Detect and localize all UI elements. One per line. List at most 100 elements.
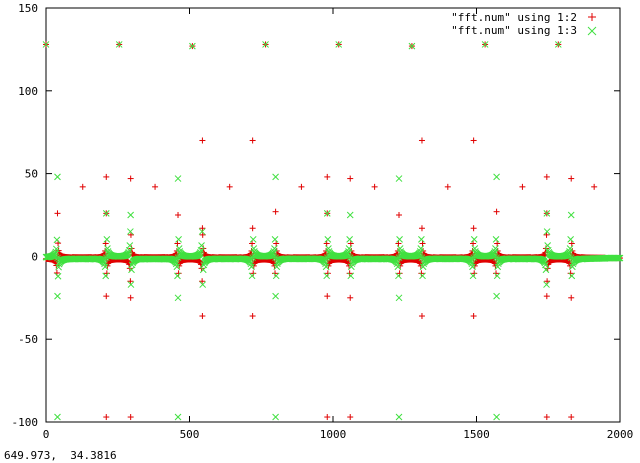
data-point [323, 209, 331, 217]
data-point [395, 272, 402, 280]
data-point [54, 292, 61, 300]
data-point [347, 175, 354, 182]
data-point [568, 414, 575, 421]
x-tick-label: 2000 [607, 428, 634, 441]
data-point [616, 254, 624, 262]
data-point [127, 294, 134, 301]
data-point [568, 272, 576, 280]
data-point [174, 294, 182, 302]
data-point [196, 258, 203, 265]
data-point [418, 137, 425, 144]
data-point [272, 208, 279, 215]
data-point [249, 137, 256, 144]
data-point [543, 209, 551, 217]
data-point [470, 137, 477, 144]
data-point [42, 41, 50, 48]
data-point [127, 228, 134, 235]
plot-frame [45, 7, 621, 423]
y-tick-label: -100 [12, 416, 39, 429]
data-point [102, 209, 110, 217]
data-point [347, 294, 354, 301]
data-point [543, 173, 550, 180]
data-point [199, 313, 206, 320]
data-point [103, 236, 111, 243]
data-point [115, 41, 123, 48]
data-point [298, 183, 305, 190]
data-point [395, 175, 403, 182]
data-point [493, 208, 500, 215]
data-point [493, 413, 500, 421]
x-tick-label: 1000 [320, 428, 347, 441]
data-point [125, 249, 133, 256]
data-point [346, 211, 354, 219]
data-point [566, 245, 574, 252]
data-point [543, 293, 550, 300]
data-point [54, 210, 61, 217]
data-point [347, 240, 354, 247]
data-point [492, 245, 499, 252]
legend: "fft.num" using 1:2 "fft.num" using 1:3 [451, 11, 597, 37]
data-point [345, 245, 353, 252]
data-point [127, 175, 134, 182]
data-point [52, 245, 60, 253]
y-tick-label: 0 [31, 250, 38, 263]
data-point [101, 263, 109, 271]
data-point [541, 259, 549, 267]
data-point [567, 211, 575, 219]
data-point [248, 263, 255, 271]
data-point [322, 263, 330, 271]
data-point [272, 173, 279, 181]
data-point [272, 413, 279, 421]
x-tick-label: 0 [43, 428, 50, 441]
data-point [396, 212, 403, 218]
data-point [543, 414, 550, 421]
data-point [271, 245, 278, 252]
data-point [199, 231, 206, 238]
data-point [347, 414, 354, 421]
data-point [226, 183, 233, 190]
data-point [198, 242, 205, 249]
x-tick-label: 1500 [463, 428, 490, 441]
data-point [324, 293, 331, 300]
data-point [102, 240, 109, 247]
legend-entry-1-label: "fft.num" using 1:2 [451, 11, 577, 24]
data-point [568, 240, 575, 247]
data-point [418, 225, 425, 232]
data-point [444, 183, 451, 190]
data-point [175, 212, 182, 218]
data-point [127, 211, 135, 219]
data-point [272, 272, 280, 280]
data-point [199, 137, 206, 144]
data-point [335, 41, 343, 48]
y-tick-label: 150 [18, 2, 38, 15]
data-point [103, 173, 110, 180]
series-2-points [42, 41, 624, 421]
data-point [395, 294, 403, 302]
data-point [199, 281, 207, 288]
data-point [174, 272, 181, 280]
data-point [469, 263, 476, 271]
data-point [396, 236, 403, 243]
data-point [394, 263, 402, 271]
data-point [271, 236, 279, 243]
data-point [199, 278, 206, 285]
data-point [199, 225, 206, 232]
data-point [249, 240, 256, 247]
data-point [103, 293, 110, 300]
data-point [493, 173, 500, 181]
data-point [262, 41, 269, 48]
data-point [418, 313, 425, 320]
data-point [542, 266, 550, 274]
data-point [125, 258, 132, 265]
data-point [470, 236, 478, 243]
data-point [324, 173, 331, 180]
y-tick-label: 100 [18, 85, 38, 98]
data-point [543, 231, 550, 238]
data-point [127, 278, 134, 285]
data-point [324, 236, 332, 243]
data-point [493, 292, 500, 300]
data-point [395, 240, 402, 247]
data-point [493, 272, 501, 280]
y-tick-label: 50 [25, 168, 38, 181]
legend-entry-1-marker [588, 13, 596, 21]
